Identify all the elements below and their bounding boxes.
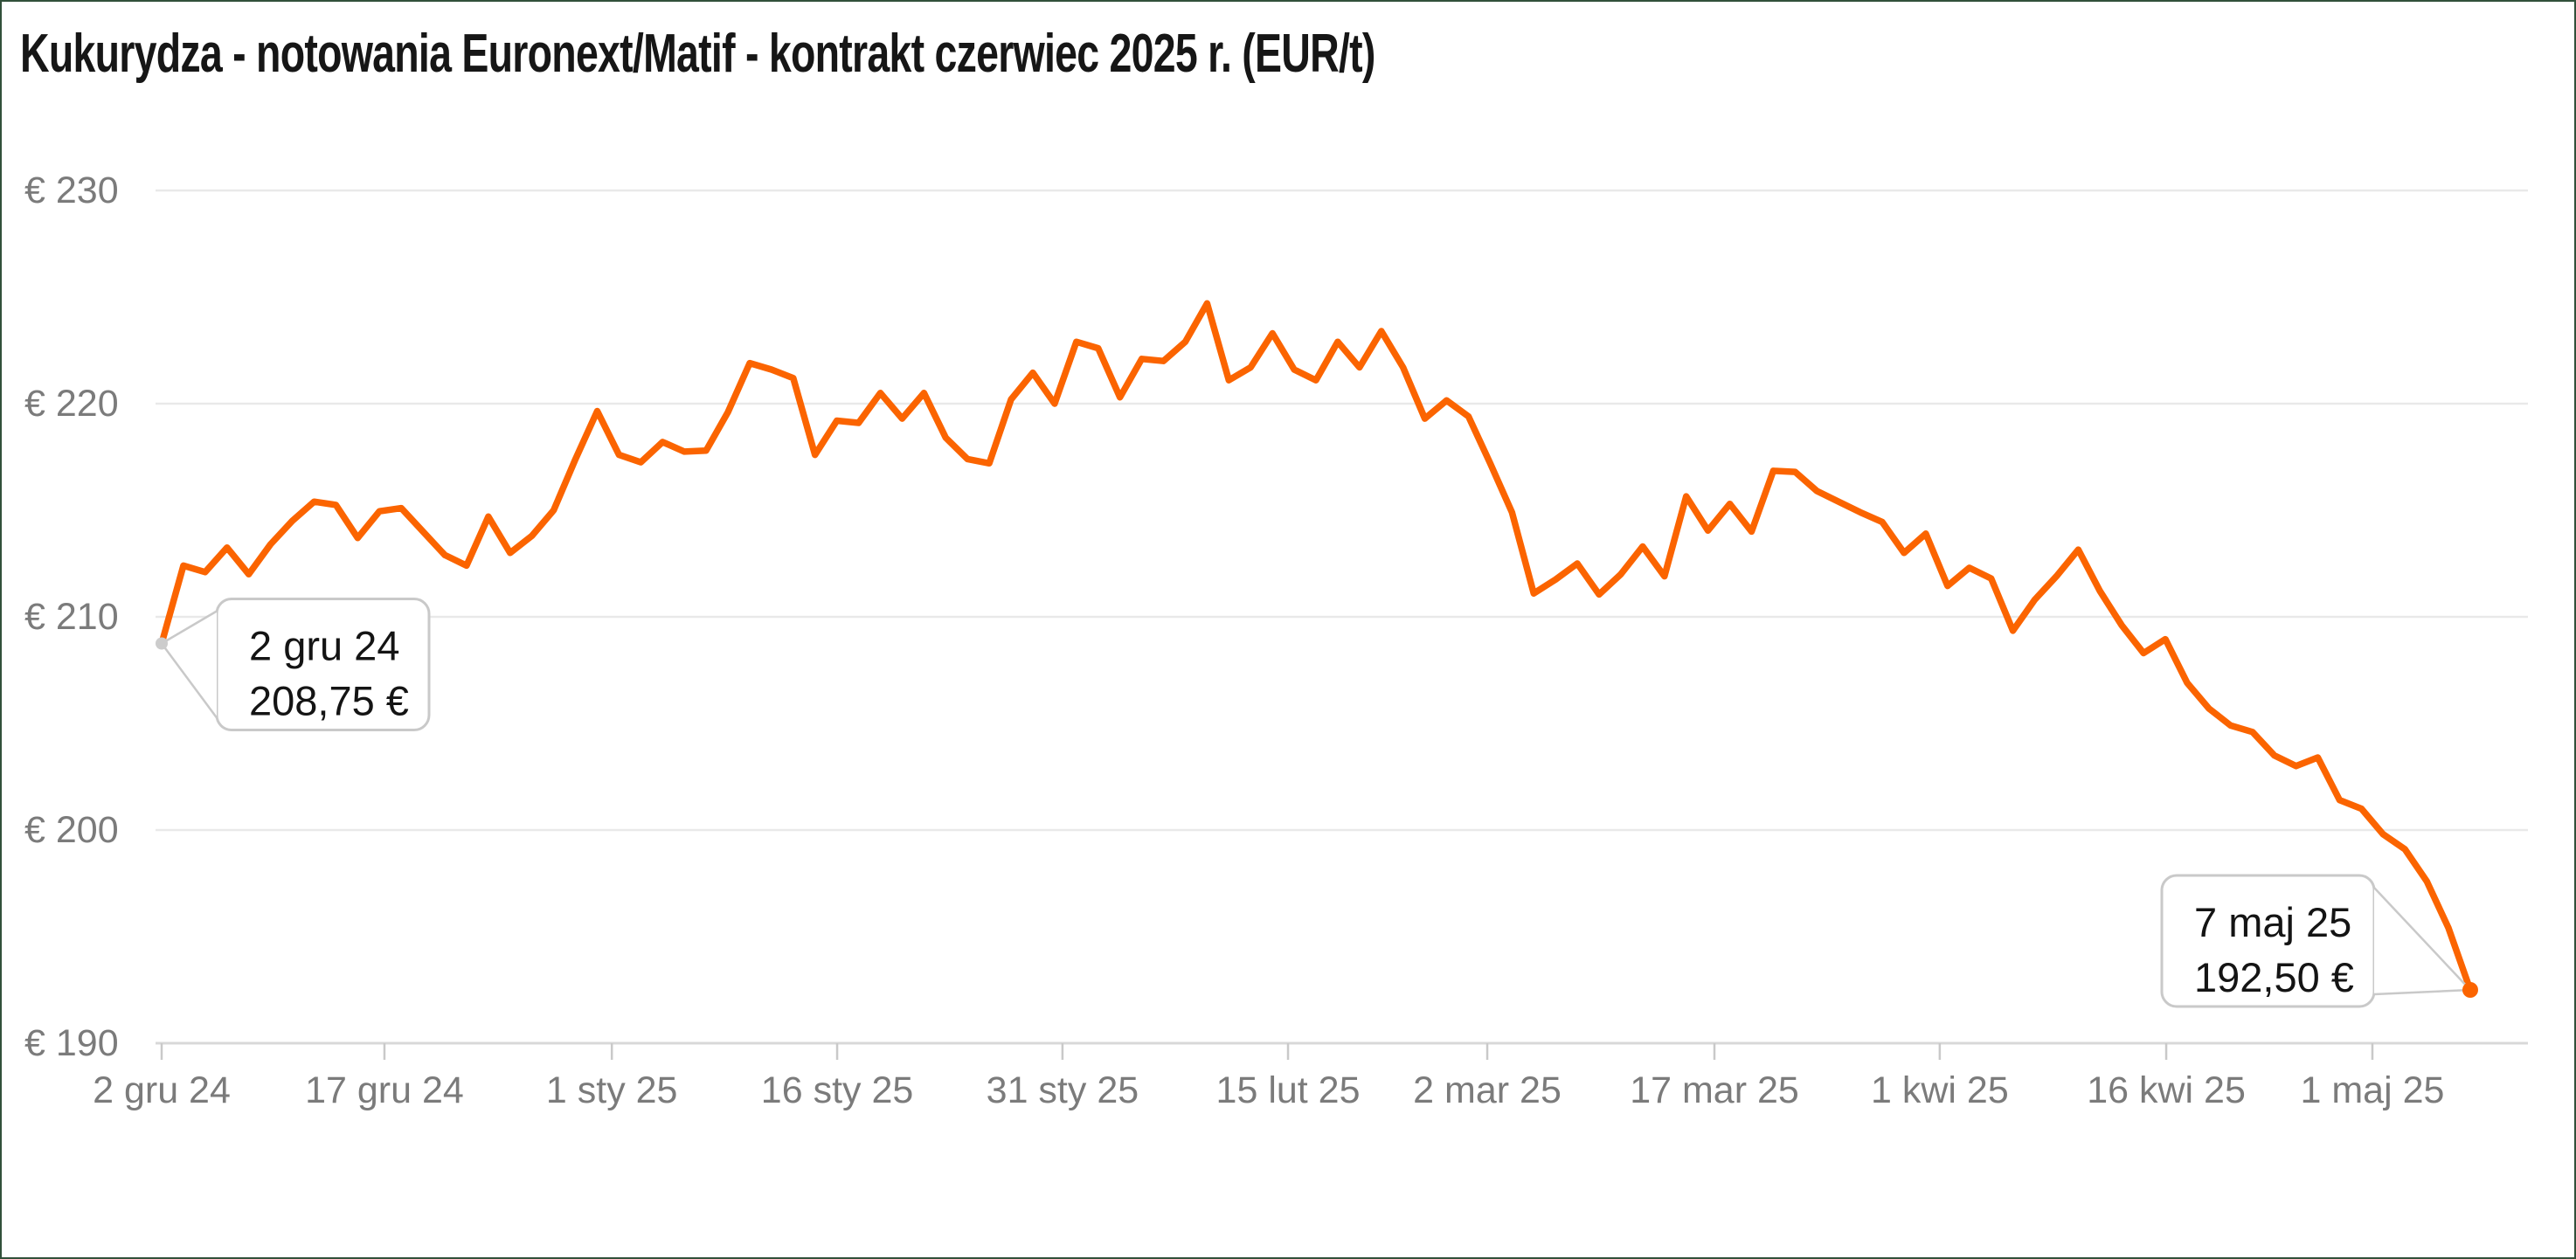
x-axis-label: 1 kwi 25 [1871, 1069, 2009, 1111]
price-line-path [158, 300, 2474, 993]
y-axis-label: € 220 [24, 383, 119, 425]
tooltip-pointer-line [2373, 887, 2471, 991]
tooltip-pointer-line [161, 610, 218, 645]
tooltip-value-label: 192,50 € [2194, 954, 2354, 1000]
tooltip-pointer-line [2373, 988, 2471, 996]
x-axis-label: 2 mar 25 [1413, 1069, 1562, 1111]
tooltip-pointer-line [160, 642, 218, 719]
x-axis-label: 16 kwi 25 [2087, 1069, 2246, 1111]
tooltip-date-label: 2 gru 24 [249, 623, 399, 669]
end-point-marker [2462, 982, 2478, 998]
tooltip-end-annotation: 7 maj 25 192,50 € [2160, 874, 2471, 1008]
y-axis-label: € 190 [24, 1022, 119, 1064]
x-axis-label: 16 sty 25 [761, 1069, 914, 1111]
x-axis-label: 1 maj 25 [2301, 1069, 2445, 1111]
x-axis-label: 17 gru 24 [305, 1069, 464, 1111]
tooltip-value-label: 208,75 € [249, 678, 409, 724]
y-axis-label: € 200 [24, 809, 119, 851]
tooltip-date-label: 7 maj 25 [2194, 899, 2351, 945]
y-axis-label: € 230 [24, 169, 119, 211]
x-axis-label: 31 sty 25 [987, 1069, 1139, 1111]
x-axis-label: 17 mar 25 [1630, 1069, 1799, 1111]
x-axis-label: 1 sty 25 [546, 1069, 678, 1111]
tooltip-start-annotation: 2 gru 24 208,75 € [160, 598, 431, 731]
chart-title: Kukurydza - notowania Euronext/Matif - k… [20, 24, 1375, 84]
tooltip-pointer-fill [162, 611, 217, 718]
x-axis-label: 15 lut 25 [1216, 1069, 1361, 1111]
start-point-marker [156, 637, 168, 650]
x-axis-label: 2 gru 24 [93, 1069, 231, 1111]
y-axis-label: € 210 [24, 596, 119, 638]
